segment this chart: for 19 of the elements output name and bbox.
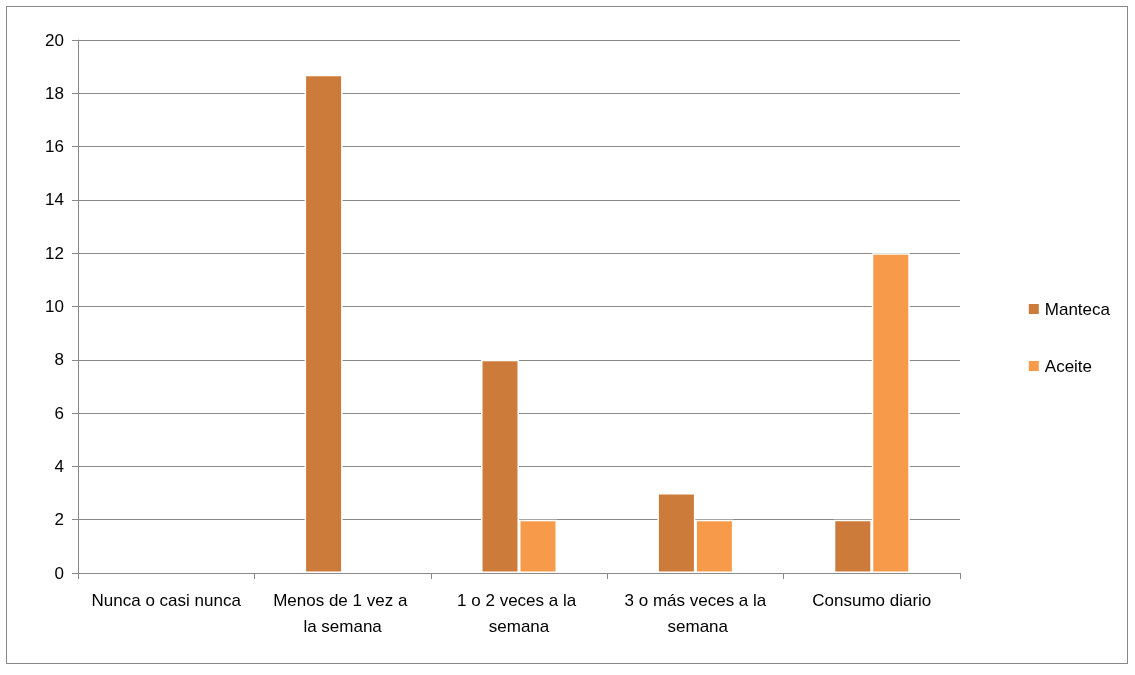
x-tick-label: Menos de 1 vez a la semana [273, 590, 413, 636]
y-tick-label: 2 [54, 510, 64, 530]
bar [304, 74, 343, 573]
y-tick-label: 18 [45, 83, 64, 103]
y-tick-label: 16 [45, 137, 64, 157]
legend-label: Aceite [1044, 356, 1093, 376]
y-tick-label: 12 [45, 243, 64, 263]
legend-label: Manteca [1044, 299, 1111, 319]
y-tick-label: 6 [54, 403, 64, 423]
x-tick-label: 1 o 2 veces a la semana [457, 590, 581, 636]
x-tick-label: Consumo diario [812, 590, 932, 610]
y-tick-label: 4 [54, 456, 64, 476]
y-tick-label: 20 [45, 30, 64, 50]
y-tick-label: 10 [45, 297, 64, 316]
x-tick-label: 3 o más veces a la semana [624, 590, 767, 636]
y-tick-label: 14 [45, 190, 64, 210]
x-tick-label: Nunca o casi nunca [91, 590, 242, 610]
y-tick-label: 8 [54, 350, 64, 370]
y-tick-label: 0 [54, 563, 64, 583]
